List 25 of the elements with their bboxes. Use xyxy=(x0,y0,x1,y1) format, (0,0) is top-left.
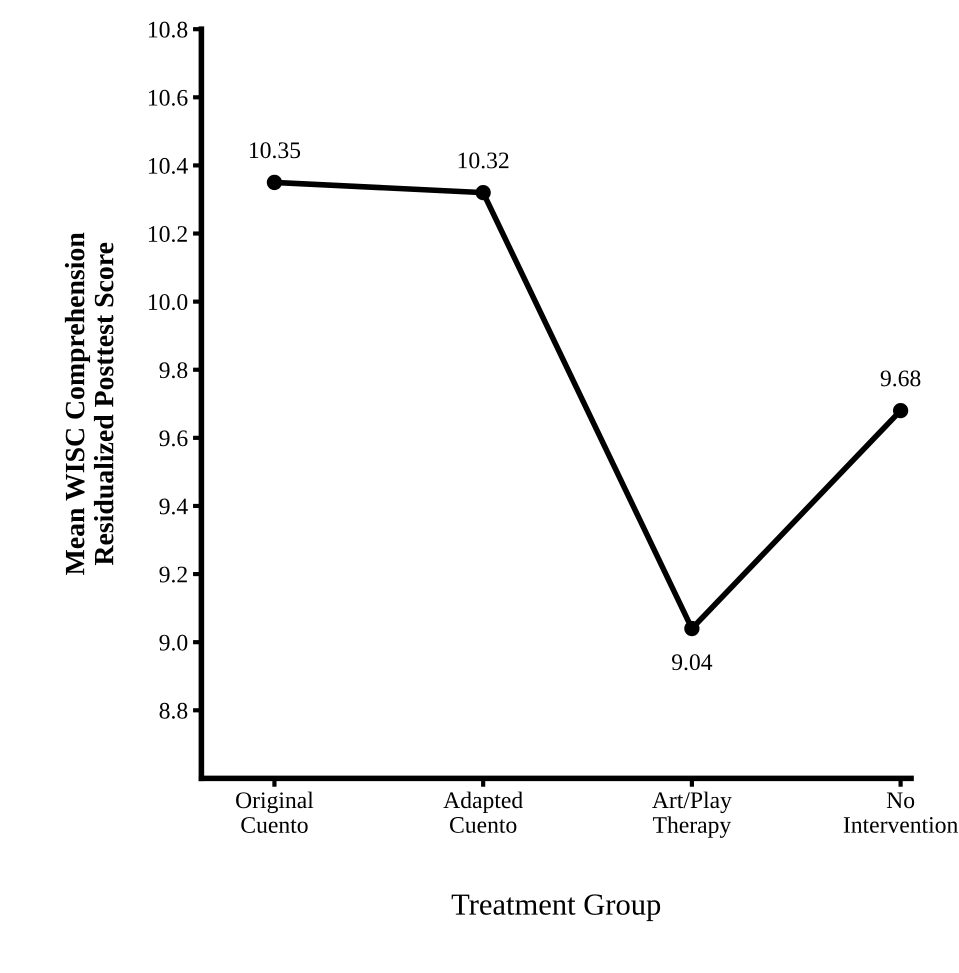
point xyxy=(684,620,700,636)
point xyxy=(892,402,908,418)
y-tick-label: 10.8 xyxy=(148,22,188,38)
y-tick-label: 10.0 xyxy=(148,294,188,310)
data-label: 10.32 xyxy=(458,152,508,169)
y-tick-label: 9.4 xyxy=(159,498,188,514)
y-tick-label: 8.8 xyxy=(160,702,188,719)
y-tick-label: 9.8 xyxy=(159,362,188,378)
x-tick-label: Adapted Cuento xyxy=(443,792,523,833)
point xyxy=(476,185,491,200)
x-tick-label: No Intervention xyxy=(844,792,958,833)
y-axis-title: Mean WISC Comprehension Residualized Posttest Score xyxy=(64,232,114,575)
x-tick-label: Art/Play Therapy xyxy=(652,792,732,838)
x-tick-label: Original Cuento xyxy=(236,792,314,833)
point xyxy=(266,174,282,190)
y-tick-label: 10.6 xyxy=(148,90,188,106)
data-label: 9.04 xyxy=(672,654,712,670)
data-label: 10.35 xyxy=(250,142,300,158)
y-tick-label: 9.2 xyxy=(159,566,187,583)
y-tick-label: 9.0 xyxy=(159,634,188,651)
y-tick-label: 10.4 xyxy=(148,158,188,174)
y-tick-label: 9.6 xyxy=(159,430,188,446)
data-label: 9.68 xyxy=(880,370,920,386)
y-tick-label: 10.2 xyxy=(148,226,187,242)
x-axis-title: Treatment Group xyxy=(452,894,660,922)
